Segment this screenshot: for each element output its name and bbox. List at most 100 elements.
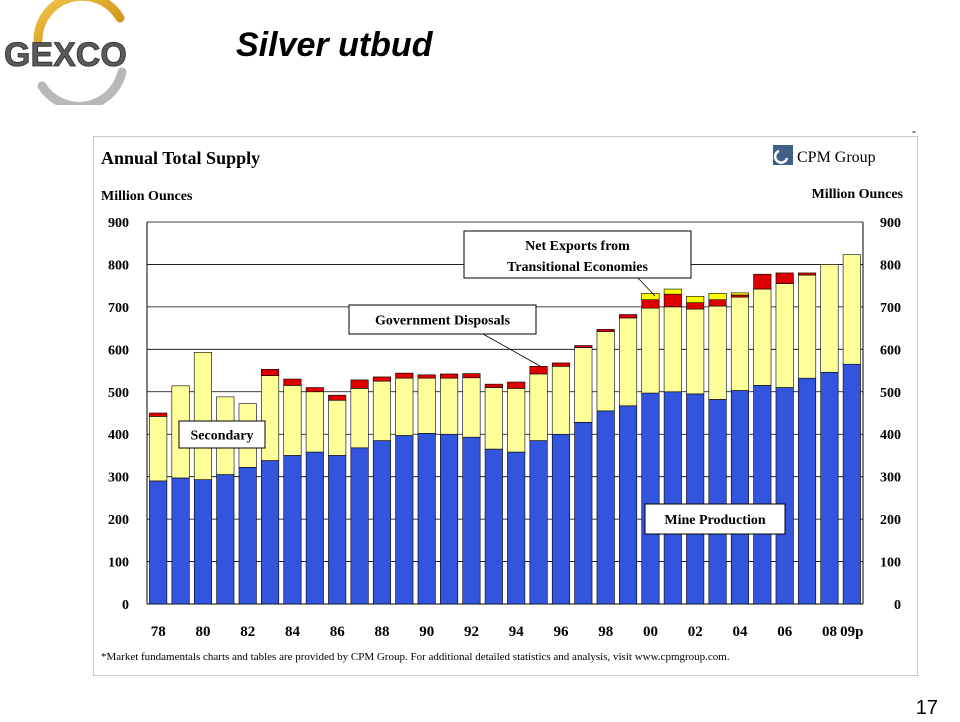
annotation-box — [644, 503, 786, 535]
bar-mine-production-05 — [753, 385, 772, 605]
bar-mine-production-88 — [372, 440, 391, 605]
bar-mine-production-90 — [417, 433, 436, 605]
bar-secondary-08 — [820, 264, 839, 373]
chart-frame: Annual Total Supply CPM Group Million Ou… — [92, 135, 919, 677]
bar-net-exports-from-transitional-economies-01 — [663, 288, 682, 295]
bar-government-disposals-89 — [395, 372, 414, 379]
y-tick-label-left: 800 — [108, 258, 129, 273]
bar-secondary-91 — [440, 377, 459, 435]
y-tick-label-left: 300 — [108, 471, 129, 486]
y-tick-label-left: 700 — [108, 301, 129, 316]
y-axis-label-right: Million Ounces — [812, 187, 904, 202]
bar-secondary-07 — [798, 274, 817, 379]
bar-mine-production-97 — [574, 422, 593, 605]
bar-secondary-87 — [350, 388, 369, 449]
bar-government-disposals-95 — [529, 366, 548, 375]
bar-mine-production-92 — [462, 436, 481, 605]
y-tick-label-left: 0 — [122, 598, 129, 613]
supply-chart: Annual Total Supply CPM Group Million Ou… — [92, 135, 919, 677]
y-tick-label-right: 200 — [880, 513, 901, 528]
bar-mine-production-82 — [238, 467, 257, 605]
x-tick-label: 88 — [374, 624, 389, 640]
x-tick-label: 86 — [330, 624, 346, 640]
y-tick-label-left: 100 — [108, 556, 129, 571]
bar-government-disposals-05 — [753, 273, 772, 290]
bar-mine-production-89 — [395, 435, 414, 605]
x-tick-label: 00 — [643, 624, 658, 640]
bar-net-exports-from-transitional-economies-03 — [708, 293, 727, 300]
bar-mine-production-95 — [529, 440, 548, 605]
bar-government-disposals-06 — [775, 272, 794, 284]
cpm-logo-icon — [773, 145, 793, 165]
bar-government-disposals-96 — [551, 362, 570, 367]
bar-government-disposals-02 — [686, 302, 705, 310]
y-tick-label-right: 100 — [880, 556, 901, 571]
bar-secondary-89 — [395, 377, 414, 436]
y-tick-label-left: 900 — [108, 216, 129, 231]
slide-dash: - — [912, 124, 916, 138]
bar-government-disposals-07 — [798, 272, 817, 276]
x-tick-label: 84 — [285, 624, 301, 640]
bar-net-exports-from-transitional-economies-04 — [730, 292, 749, 296]
bar-mine-production-78 — [149, 480, 168, 605]
bar-mine-production-85 — [305, 451, 324, 605]
bar-mine-production-02 — [686, 393, 705, 605]
bar-government-disposals-93 — [484, 383, 503, 388]
bar-mine-production-87 — [350, 447, 369, 605]
y-tick-label-left: 400 — [108, 428, 129, 443]
bar-government-disposals-99 — [619, 314, 638, 319]
bar-secondary-03 — [708, 305, 727, 400]
y-tick-label-right: 0 — [894, 598, 901, 613]
x-tick-label: 90 — [419, 624, 434, 640]
x-tick-label: 08 — [822, 624, 837, 640]
x-tick-label: 78 — [151, 624, 166, 640]
bar-mine-production-81 — [216, 474, 235, 605]
bar-government-disposals-98 — [596, 329, 615, 332]
x-tick-label: 06 — [777, 624, 793, 640]
bar-mine-production-86 — [328, 455, 347, 605]
bar-mine-production-98 — [596, 410, 615, 605]
bar-secondary-98 — [596, 331, 615, 412]
slide-number: 17 — [915, 697, 938, 719]
bar-secondary-90 — [417, 377, 436, 434]
y-tick-label-right: 900 — [880, 216, 901, 231]
bar-government-disposals-85 — [305, 387, 324, 393]
x-tick-label: 92 — [464, 624, 479, 640]
annotation-label: Mine Production — [664, 513, 765, 528]
bar-mine-production-96 — [551, 433, 570, 605]
annotation-box — [463, 230, 692, 279]
y-tick-label-right: 700 — [880, 301, 901, 316]
bar-government-disposals-03 — [708, 299, 727, 307]
bar-secondary-88 — [372, 380, 391, 441]
bar-secondary-04 — [730, 296, 749, 391]
bar-secondary-01 — [663, 306, 682, 393]
annotation-leader — [482, 333, 541, 367]
bar-secondary-92 — [462, 377, 481, 438]
annotation-box — [178, 420, 266, 449]
bar-secondary-97 — [574, 347, 593, 423]
bar-government-disposals-84 — [283, 378, 302, 386]
x-tick-label: 98 — [598, 624, 613, 640]
bar-net-exports-from-transitional-economies-02 — [686, 295, 705, 303]
bar-government-disposals-86 — [328, 394, 347, 401]
bar-secondary-93 — [484, 387, 503, 450]
y-axis-label-left: Million Ounces — [101, 189, 193, 204]
bar-government-disposals-94 — [507, 381, 526, 389]
bar-mine-production-03 — [708, 399, 727, 605]
x-tick-label: 96 — [553, 624, 569, 640]
x-tick-label: 80 — [195, 624, 210, 640]
annotation-label: Government Disposals — [375, 314, 511, 329]
x-tick-label: 94 — [509, 624, 525, 640]
annotation-box — [348, 304, 537, 335]
bar-secondary-96 — [551, 366, 570, 435]
bar-mine-production-04 — [730, 390, 749, 605]
bar-mine-production-83 — [261, 460, 280, 605]
bar-government-disposals-01 — [663, 293, 682, 308]
bar-mine-production-93 — [484, 448, 503, 605]
bar-government-disposals-90 — [417, 374, 436, 379]
x-tick-label: 04 — [732, 624, 748, 640]
bar-secondary-02 — [686, 308, 705, 395]
bar-secondary-95 — [529, 373, 548, 441]
bar-mine-production-06 — [775, 387, 794, 605]
bar-secondary-05 — [753, 288, 772, 386]
